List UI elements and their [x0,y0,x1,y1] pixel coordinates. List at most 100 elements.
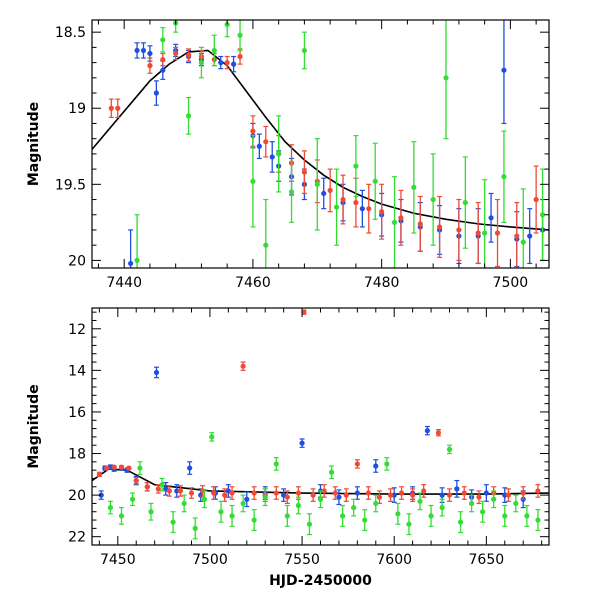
data-point [192,517,198,540]
data-point [155,484,161,494]
data-point [269,141,275,173]
marker [126,465,132,471]
marker [115,105,121,111]
marker [209,434,215,440]
marker [372,178,378,184]
marker [155,486,161,492]
data-point [446,488,453,502]
data-point [148,502,154,521]
model-curve [92,49,549,231]
data-point [321,177,327,210]
data-point [160,27,166,53]
data-point [229,504,235,527]
data-point [201,490,208,509]
marker [224,21,230,28]
data-point [185,48,192,62]
data-point [366,183,372,234]
marker [373,500,379,507]
data-point [166,485,172,497]
marker [181,500,187,507]
plot-area [92,309,549,540]
marker [379,209,385,215]
bottom-light-curve-panel: 7450 7500 7550 7600 7650 12 14 16 18 20 22 Magnitud… [26,307,550,589]
marker [147,63,153,69]
y-tick-label: 14 [68,363,86,379]
data-point [237,48,243,65]
marker [384,461,390,467]
y-tick-label: 20 [68,488,86,504]
marker [354,490,360,496]
marker [488,215,494,221]
data-point [159,477,165,492]
marker [160,56,166,63]
x-axis-label: HJD-2450000 [269,573,372,589]
data-point [107,500,114,515]
x-tick-label: 7450 [100,552,136,568]
data-point [446,444,453,455]
marker [439,504,445,511]
data-point [457,511,464,534]
data-point [185,96,192,135]
data-point [181,494,187,513]
marker [428,513,434,519]
marker [333,204,340,210]
marker [354,461,360,467]
marker [98,492,104,498]
marker [501,174,507,180]
marker [133,477,139,484]
data-point [513,494,519,513]
marker [173,50,179,57]
marker [340,196,346,203]
marker [513,500,519,507]
marker [446,446,453,452]
data-point [144,482,150,492]
marker [535,488,541,494]
marker [514,233,520,239]
data-point [491,490,497,509]
marker [436,224,443,230]
marker [263,242,269,248]
series-2 [107,432,541,540]
marker [373,463,379,469]
data-point [137,461,143,475]
marker [129,496,136,502]
data-point [129,492,136,507]
data-point [391,176,398,268]
marker [524,513,530,519]
marker [170,519,176,525]
data-point [332,486,338,500]
data-point [140,42,147,59]
marker [527,233,533,239]
data-point [262,488,268,507]
marker [502,513,508,519]
x-tick-label: 7600 [376,552,412,568]
data-point [387,488,394,502]
data-point [153,80,159,106]
marker [177,488,184,494]
marker [317,496,324,502]
data-point [417,195,423,252]
marker [153,369,160,376]
marker [160,37,166,43]
data-point [237,20,243,52]
marker [520,239,526,245]
y-tick-label: 12 [68,322,86,338]
marker [439,492,445,498]
data-point [134,214,140,268]
data-point [284,504,290,527]
marker [211,490,217,496]
marker [454,486,460,492]
data-point [398,486,405,500]
marker [491,496,497,502]
marker [137,465,143,471]
marker [185,113,192,119]
data-point [502,504,508,527]
marker [134,257,140,263]
marker [148,509,154,515]
data-point [314,138,320,231]
marker [443,75,449,81]
marker [201,496,208,502]
marker [482,230,488,236]
data-point [505,488,512,502]
data-point [209,432,215,442]
